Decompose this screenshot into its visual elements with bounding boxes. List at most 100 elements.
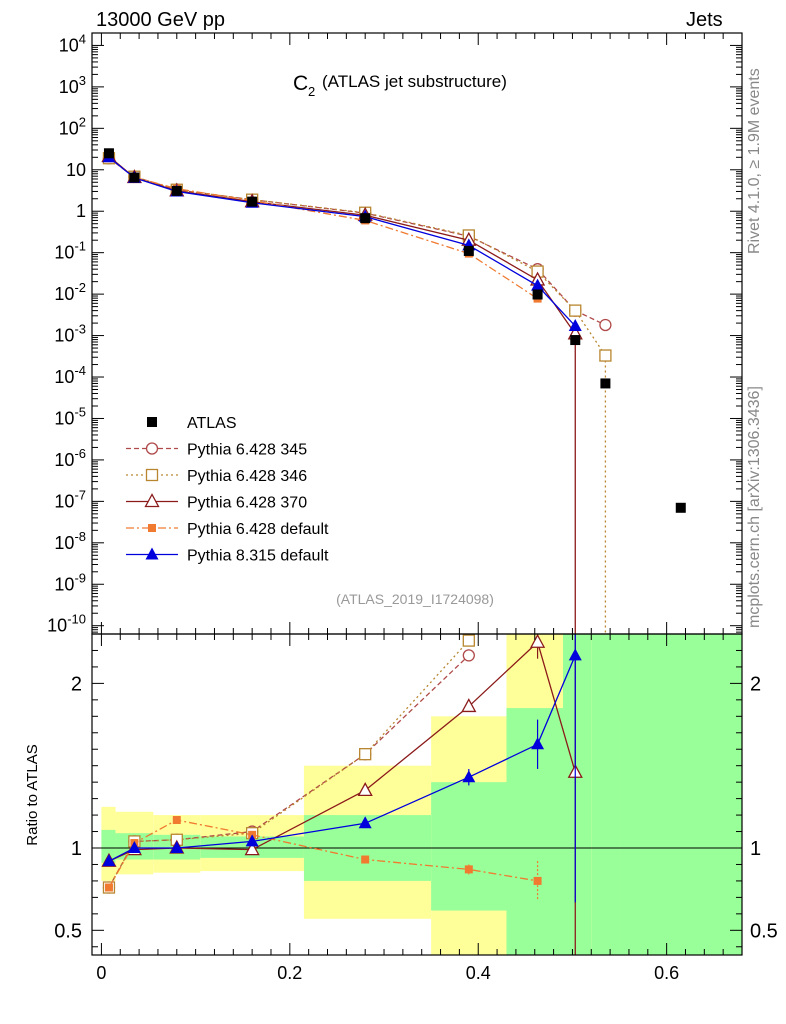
y-tick-label-top: 1 bbox=[76, 201, 86, 221]
series-line-top bbox=[108, 157, 606, 356]
ratio-band-stat bbox=[619, 634, 742, 955]
axes-layer: 10410310210110-110-210-310-410-510-610-7… bbox=[47, 31, 778, 983]
y-tick-label-ratio-right: 2 bbox=[750, 673, 761, 695]
legend-entry-4: Pythia 6.428 default bbox=[126, 521, 329, 538]
series-line-top bbox=[108, 155, 576, 335]
series-point-top bbox=[569, 304, 582, 317]
series-point-ratio bbox=[358, 816, 372, 829]
series-point-ratio bbox=[359, 748, 372, 761]
legend-marker bbox=[145, 547, 159, 560]
y-tick-label-top: 104 bbox=[59, 31, 86, 55]
series-point-ratio bbox=[531, 737, 545, 750]
y-tick-label-ratio-left: 2 bbox=[71, 673, 82, 695]
ratio-band-stat bbox=[591, 634, 620, 955]
y-tick-label-ratio-left: 1 bbox=[71, 838, 82, 860]
x-tick-label: 0.6 bbox=[654, 963, 679, 983]
legend-label: ATLAS bbox=[187, 415, 237, 432]
series-line-top bbox=[108, 157, 606, 326]
series-point-ratio bbox=[462, 649, 475, 662]
series-4 bbox=[102, 150, 582, 903]
series-point-ratio bbox=[245, 834, 259, 847]
header-left: 13000 GeV pp bbox=[96, 9, 225, 31]
y-tick-label-top: 103 bbox=[59, 73, 86, 97]
y-tick-label-top: 10-5 bbox=[54, 404, 86, 428]
series-point-top bbox=[599, 318, 612, 332]
data-point bbox=[532, 289, 543, 300]
chart-title-rest: (ATLAS jet substructure) bbox=[322, 72, 507, 91]
series-point-ratio bbox=[462, 770, 476, 783]
legend-label: Pythia 6.428 370 bbox=[187, 495, 307, 512]
legend-entry-2: Pythia 6.428 346 bbox=[126, 468, 307, 485]
legend-marker bbox=[145, 442, 159, 455]
series-point-ratio bbox=[462, 634, 475, 647]
legend-entry-5: Pythia 8.315 default bbox=[126, 547, 329, 565]
data-point bbox=[247, 196, 258, 207]
legend-entry-1: Pythia 6.428 345 bbox=[126, 442, 307, 459]
rivet-version: Rivet 4.1.0, ≥ 1.9M events bbox=[746, 68, 763, 254]
y-tick-label-ratio-right: 0.5 bbox=[750, 920, 778, 942]
legend-marker bbox=[145, 468, 159, 482]
y-tick-label-top: 10 bbox=[66, 160, 86, 180]
data-point bbox=[129, 172, 140, 183]
y-tick-label-ratio-right: 1 bbox=[750, 838, 761, 860]
y-tick-label-top: 10-3 bbox=[54, 322, 86, 346]
data-point bbox=[171, 185, 182, 196]
series-point-top bbox=[599, 349, 612, 362]
legend-label: Pythia 8.315 default bbox=[187, 548, 329, 565]
y-tick-label-top: 10-7 bbox=[54, 487, 86, 511]
analysis-id: (ATLAS_2019_I1724098) bbox=[336, 591, 494, 607]
legend-entry-0: ATLAS bbox=[147, 415, 237, 432]
series-point-ratio bbox=[361, 855, 370, 864]
legend-label: Pythia 6.428 345 bbox=[187, 442, 307, 459]
legend-marker bbox=[148, 524, 156, 532]
data-point bbox=[600, 378, 611, 389]
series-point-ratio bbox=[104, 883, 113, 892]
series-point-ratio bbox=[529, 633, 546, 648]
chart-title-sub: 2 bbox=[308, 84, 315, 99]
series-line-ratio bbox=[108, 641, 576, 862]
series-line-top bbox=[108, 157, 538, 300]
series-point-ratio bbox=[461, 698, 477, 713]
series-point-ratio bbox=[357, 782, 373, 797]
y-tick-label-top: 10-8 bbox=[54, 529, 86, 553]
series-point-top bbox=[531, 278, 545, 291]
series-point-top bbox=[568, 319, 582, 332]
data-point bbox=[463, 245, 474, 256]
data-point bbox=[570, 335, 581, 346]
y-tick-label-top: 10-1 bbox=[54, 239, 86, 263]
ratio-bands bbox=[101, 634, 742, 955]
data-point bbox=[103, 148, 114, 159]
legend-marker bbox=[144, 493, 160, 508]
y-tick-label-top: 10-9 bbox=[54, 570, 86, 594]
y-tick-label-top: 10-4 bbox=[54, 363, 86, 387]
ratio-y-label: Ratio to ATLAS bbox=[24, 744, 41, 845]
y-tick-label-top: 102 bbox=[59, 114, 86, 138]
y-tick-label-ratio-left: 0.5 bbox=[54, 920, 82, 942]
legend-label: Pythia 6.428 default bbox=[187, 521, 329, 538]
series-point-ratio bbox=[568, 648, 582, 661]
series-point-ratio bbox=[533, 876, 542, 885]
series-line-ratio bbox=[108, 655, 576, 862]
legend-entry-3: Pythia 6.428 370 bbox=[126, 493, 307, 512]
ratio-band-stat bbox=[101, 829, 116, 863]
ratio-band-stat bbox=[431, 782, 507, 911]
series-point-ratio bbox=[170, 841, 184, 853]
ratio-frame bbox=[91, 633, 743, 956]
x-tick-label: 0.2 bbox=[277, 963, 302, 983]
x-tick-label: 0 bbox=[96, 963, 106, 983]
series-point-ratio bbox=[172, 816, 181, 825]
data-point bbox=[675, 502, 686, 513]
series-line-top bbox=[108, 156, 576, 327]
series-point-ratio bbox=[102, 854, 116, 867]
legend-label: Pythia 6.428 346 bbox=[187, 468, 307, 485]
x-tick-label: 0.4 bbox=[466, 963, 491, 983]
legend: ATLAS Pythia 6.428 345 Pythia 6.428 346 Pyt… bbox=[126, 415, 329, 565]
legend-marker bbox=[147, 417, 157, 427]
y-tick-label-top: 10-6 bbox=[54, 446, 86, 470]
data-point bbox=[360, 213, 371, 224]
site-label: mcplots.cern.ch [arXiv:1306.3436] bbox=[746, 386, 763, 628]
header-right: Jets bbox=[686, 9, 723, 31]
ratio-band-stat bbox=[563, 634, 592, 955]
data-layer bbox=[103, 148, 686, 513]
